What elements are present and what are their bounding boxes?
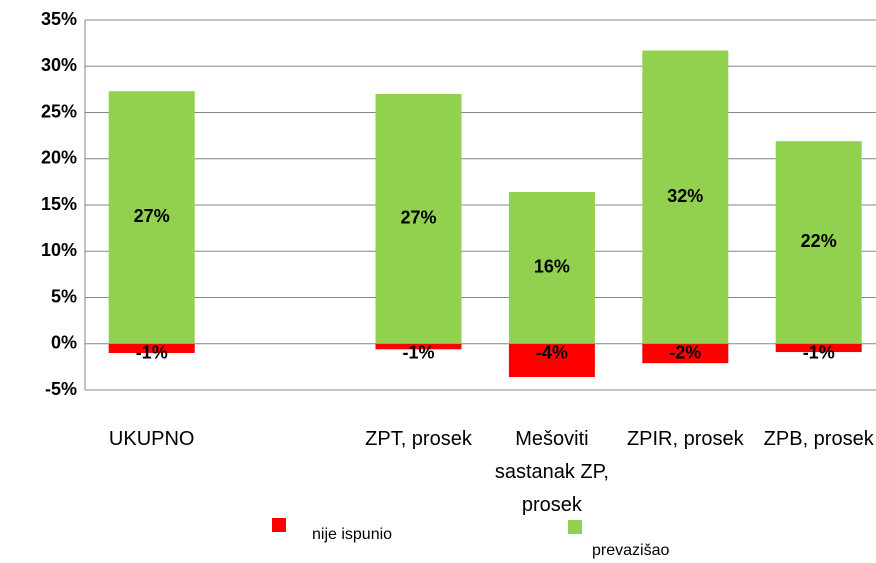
x-tick-label: ZPIR, prosek (627, 428, 745, 450)
bar (508, 192, 595, 344)
data-label: 27% (134, 206, 170, 226)
bar (375, 94, 462, 344)
data-label: -1% (136, 343, 168, 363)
y-tick-label: -5% (45, 379, 77, 399)
x-tick-label: UKUPNO (109, 428, 195, 450)
legend-swatch (568, 520, 582, 534)
data-label: 22% (801, 231, 837, 251)
data-label: 32% (667, 186, 703, 206)
data-label: -2% (669, 343, 701, 363)
bar (108, 91, 195, 344)
bar (642, 50, 729, 344)
x-tick-label-line: prosek (522, 494, 583, 516)
legend-label: prevazišao (592, 542, 669, 559)
y-tick-label: 35% (41, 9, 77, 29)
x-tick-label-line: UKUPNO (109, 428, 195, 450)
x-tick-label-line: Mešoviti (515, 428, 588, 450)
y-tick-label: 20% (41, 148, 77, 168)
x-tick-label-line: ZPB, prosek (764, 428, 875, 450)
x-tick-label-line: ZPIR, prosek (627, 428, 745, 450)
x-tick-label-line: sastanak ZP, (495, 461, 609, 483)
bar (775, 343, 862, 353)
bar (508, 343, 595, 378)
legend-swatch (272, 518, 286, 532)
data-label: -1% (402, 343, 434, 363)
y-tick-label: 30% (41, 55, 77, 75)
y-tick-label: 5% (51, 286, 77, 306)
data-label: -4% (536, 343, 568, 363)
y-tick-label: 15% (41, 194, 77, 214)
bar (642, 343, 729, 364)
data-label: -1% (803, 343, 835, 363)
data-label: 16% (534, 257, 570, 277)
bar (108, 343, 195, 353)
legend-label: nije ispunio (312, 526, 392, 543)
x-tick-label: ZPT, prosek (365, 428, 473, 450)
data-label: 27% (400, 208, 436, 228)
bar (375, 343, 462, 350)
bar (775, 141, 862, 344)
x-tick-label: ZPB, prosek (764, 428, 875, 450)
y-tick-label: 25% (41, 101, 77, 121)
x-tick-label: Mešoviti sastanak ZP, prosek (495, 428, 609, 516)
y-tick-label: 0% (51, 333, 77, 353)
x-tick-label-line: ZPT, prosek (365, 428, 473, 450)
y-tick-label: 10% (41, 240, 77, 260)
